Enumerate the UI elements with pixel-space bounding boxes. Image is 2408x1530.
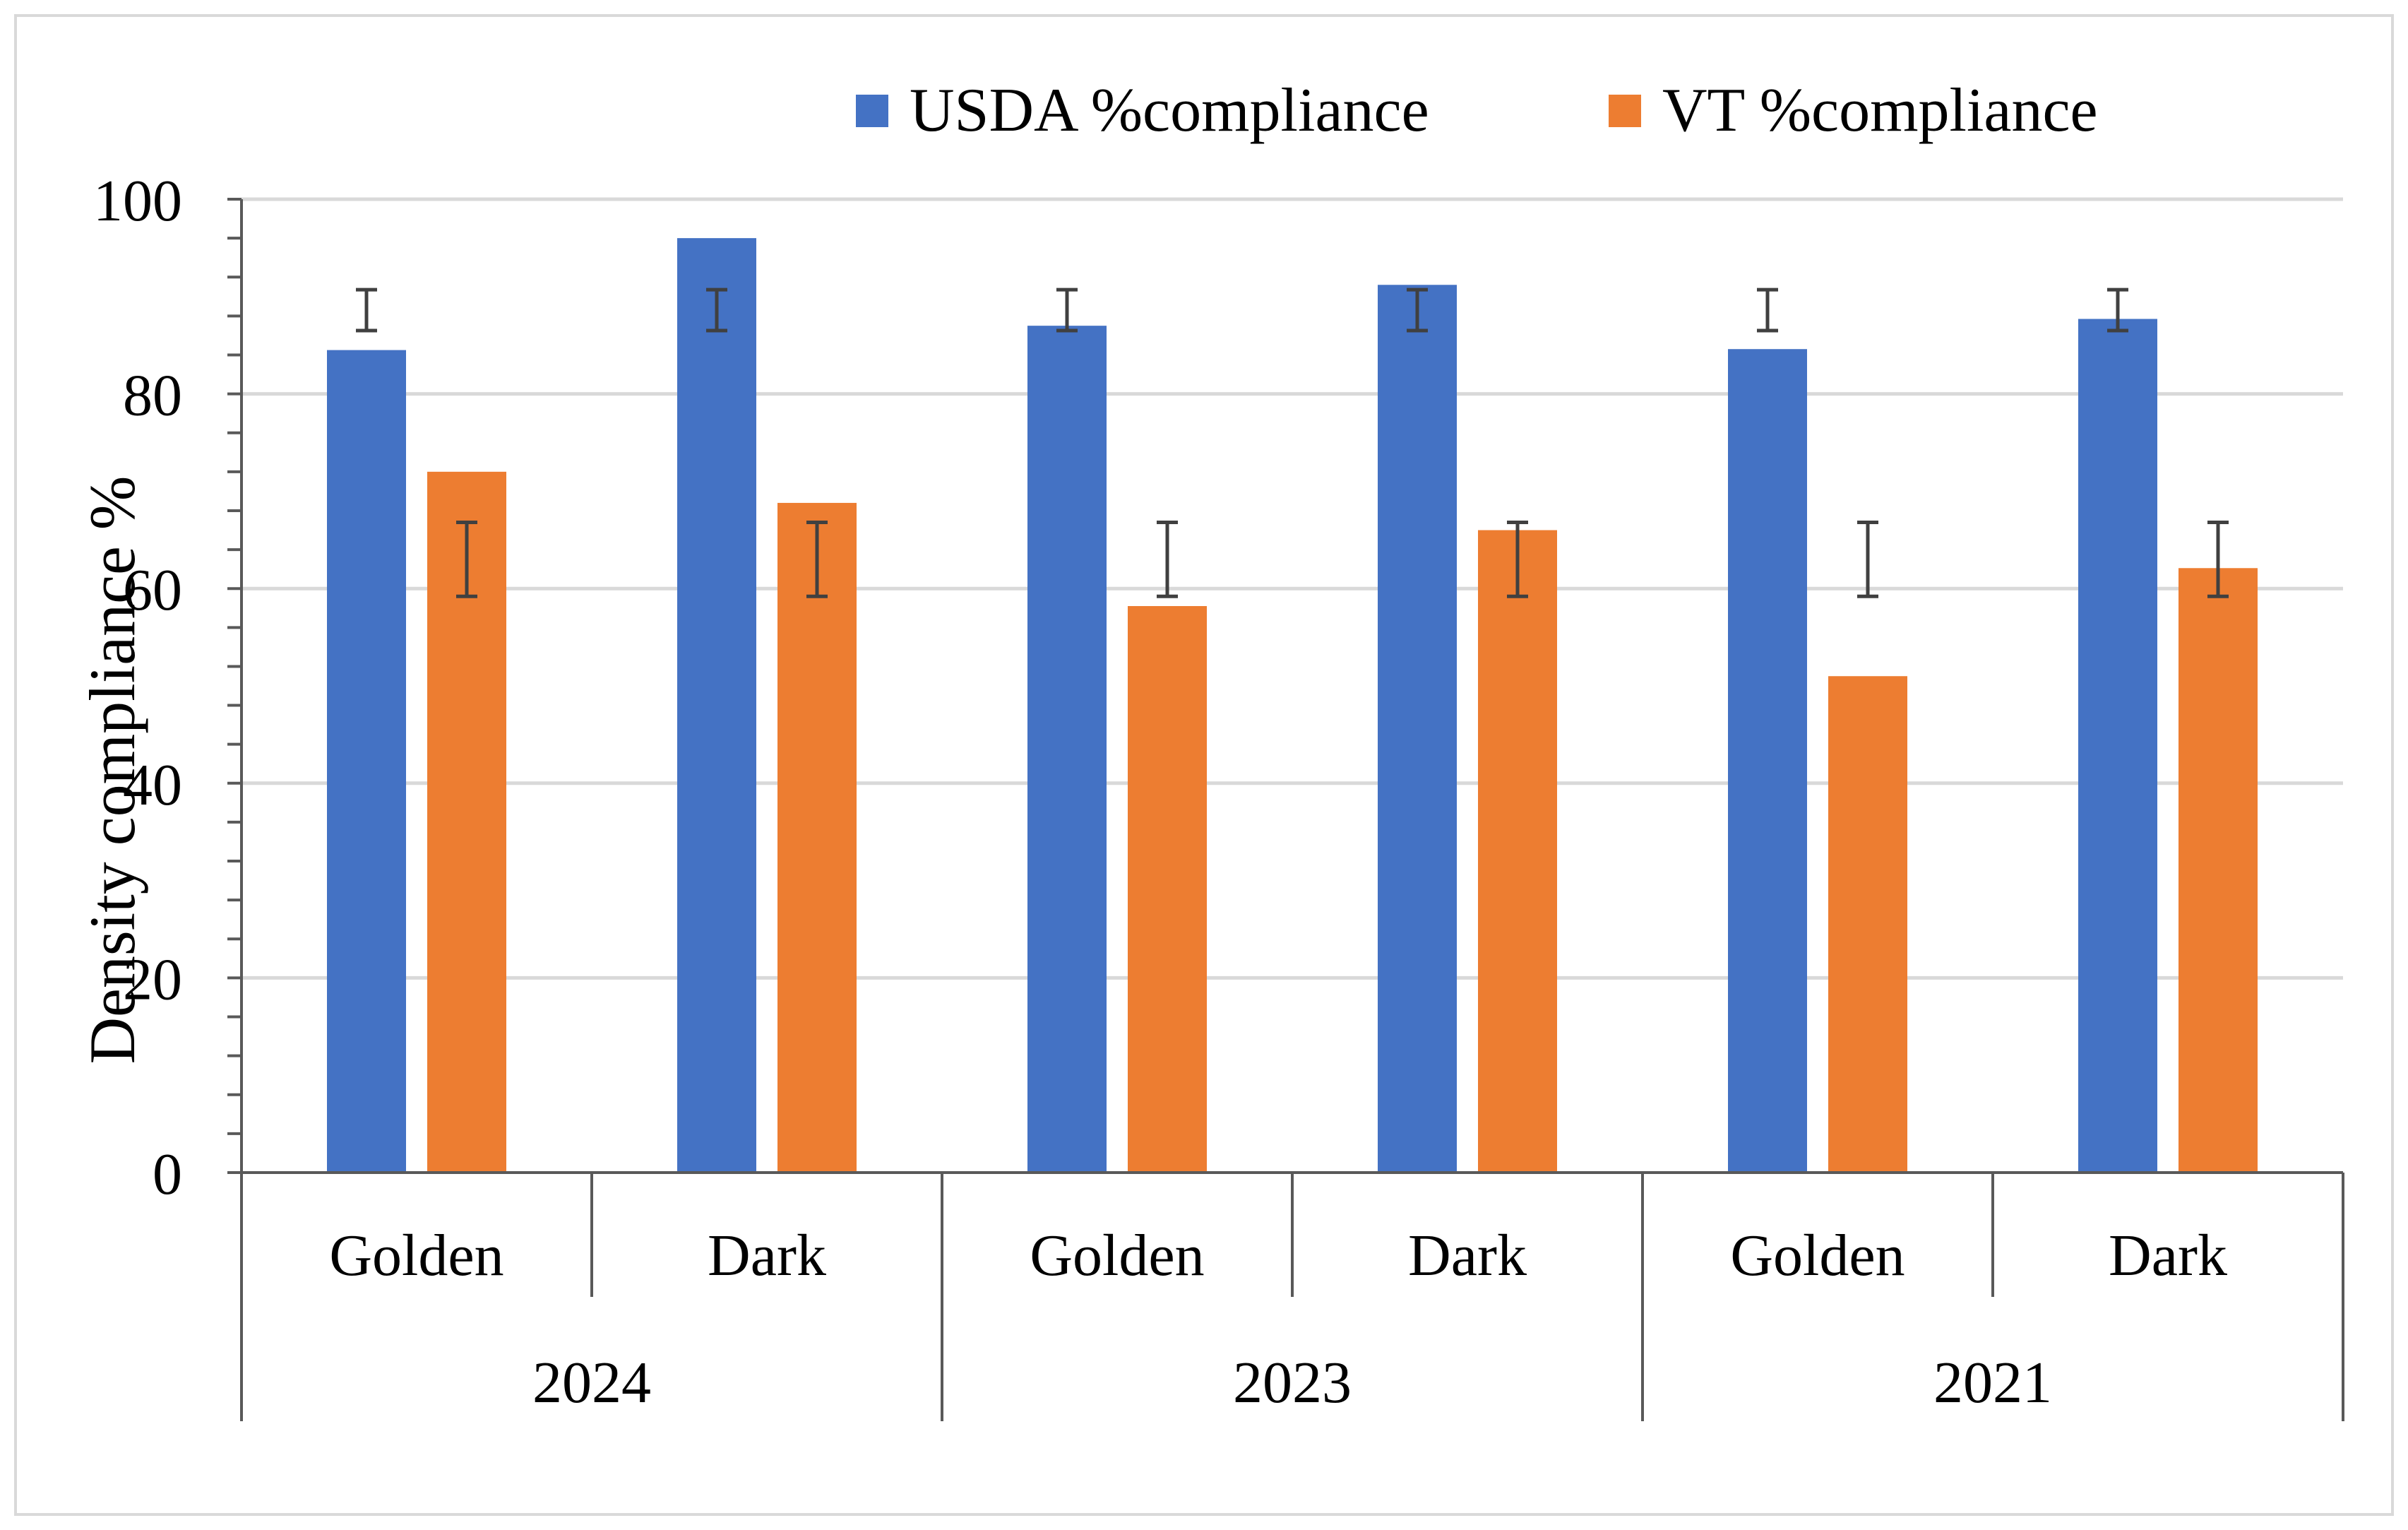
category-label: Dark bbox=[708, 1223, 826, 1288]
legend-swatch bbox=[856, 95, 888, 127]
legend-swatch bbox=[1609, 95, 1641, 127]
y-tick-label: 60 bbox=[123, 557, 182, 623]
bar-vt bbox=[2178, 568, 2258, 1173]
category-label: Golden bbox=[329, 1223, 503, 1288]
bar-usda bbox=[2078, 319, 2157, 1173]
bars bbox=[327, 238, 2258, 1173]
category-label: Golden bbox=[1730, 1223, 1905, 1288]
bar-vt bbox=[1128, 606, 1207, 1173]
category-label: Dark bbox=[2109, 1223, 2227, 1288]
legend-label: VT %compliance bbox=[1662, 76, 2098, 145]
legend: USDA %compliance VT %compliance bbox=[856, 76, 2098, 145]
bar-usda bbox=[1027, 326, 1107, 1173]
gridlines bbox=[242, 197, 2343, 980]
y-tick-label: 100 bbox=[93, 168, 182, 234]
bar-vt bbox=[777, 502, 857, 1173]
x-axis-labels: Golden Dark Golden Dark Golden Dark 2024 2023 20… bbox=[329, 1223, 2227, 1416]
y-tick-label: 0 bbox=[153, 1141, 182, 1207]
legend-label: USDA %compliance bbox=[910, 76, 1429, 145]
axes bbox=[227, 198, 2344, 1421]
group-label: 2021 bbox=[1933, 1350, 2052, 1416]
y-tick-label: 40 bbox=[123, 752, 182, 818]
bar-usda bbox=[677, 238, 756, 1173]
bar-usda bbox=[327, 350, 406, 1173]
category-label: Dark bbox=[1408, 1223, 1527, 1288]
y-tick-labels: 0 20 40 60 80 100 bbox=[93, 168, 182, 1207]
y-tick-label: 20 bbox=[123, 947, 182, 1012]
y-tick-label: 80 bbox=[123, 363, 182, 429]
bar-vt bbox=[1478, 530, 1557, 1173]
error-bars bbox=[356, 287, 2229, 598]
y-axis-label: Density compliance % bbox=[76, 476, 148, 1065]
bar-usda bbox=[1728, 349, 1807, 1173]
category-label: Golden bbox=[1030, 1223, 1204, 1288]
group-label: 2024 bbox=[532, 1350, 651, 1416]
group-label: 2023 bbox=[1233, 1350, 1352, 1416]
bar-usda bbox=[1378, 285, 1457, 1173]
bar-vt bbox=[1828, 676, 1907, 1173]
